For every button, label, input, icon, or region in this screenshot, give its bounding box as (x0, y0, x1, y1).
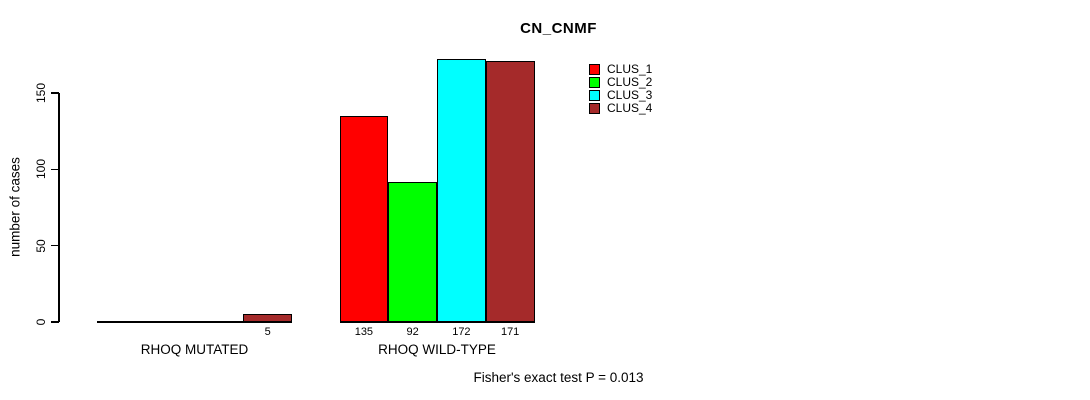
bar-value-label: 135 (354, 326, 374, 338)
legend-label: CLUS_4 (607, 101, 653, 115)
bar-value-label: 5 (264, 326, 271, 338)
group-label: RHOQ WILD-TYPE (378, 342, 496, 357)
bar-clus_4 (243, 314, 292, 322)
legend-item-clus_4: CLUS_4 (589, 102, 652, 115)
legend-label: CLUS_2 (607, 75, 653, 89)
y-tick-mark (51, 92, 59, 94)
y-axis-label: number of cases (7, 157, 23, 257)
y-tick-mark (51, 244, 59, 247)
y-tick-label: 100 (34, 159, 48, 180)
bar-clus_3 (437, 59, 486, 322)
y-tick-mark (51, 321, 59, 323)
bar-value-label: 172 (452, 326, 471, 338)
group-label: RHOQ MUTATED (140, 342, 249, 357)
legend-swatch (589, 90, 600, 101)
legend-swatch (589, 77, 600, 88)
y-tick-label: 50 (34, 238, 48, 253)
y-tick-label: 150 (34, 82, 48, 104)
legend-swatch (589, 64, 600, 75)
legend: CLUS_1 CLUS_2 CLUS_3 CLUS_4 (589, 63, 652, 115)
legend-label: CLUS_3 (607, 88, 653, 102)
legend-item-clus_1: CLUS_1 (589, 63, 652, 76)
y-tick-label: 0 (34, 318, 48, 326)
legend-label: CLUS_1 (607, 62, 653, 76)
bar-clus_2 (388, 181, 437, 322)
y-tick-mark (51, 168, 59, 171)
bar-clus_4 (485, 60, 535, 322)
bar-value-label: 92 (406, 326, 419, 338)
annotation-text: Fisher's exact test P = 0.013 (473, 370, 644, 385)
group-baseline (97, 321, 292, 323)
bar-value-label: 171 (500, 326, 520, 338)
y-axis-line (58, 93, 60, 322)
legend-swatch (589, 103, 600, 114)
bar-clus_1 (339, 115, 389, 322)
legend-item-clus_3: CLUS_3 (589, 89, 652, 102)
legend-item-clus_2: CLUS_2 (589, 76, 652, 89)
chart-title: CN_CNMF (520, 20, 597, 37)
